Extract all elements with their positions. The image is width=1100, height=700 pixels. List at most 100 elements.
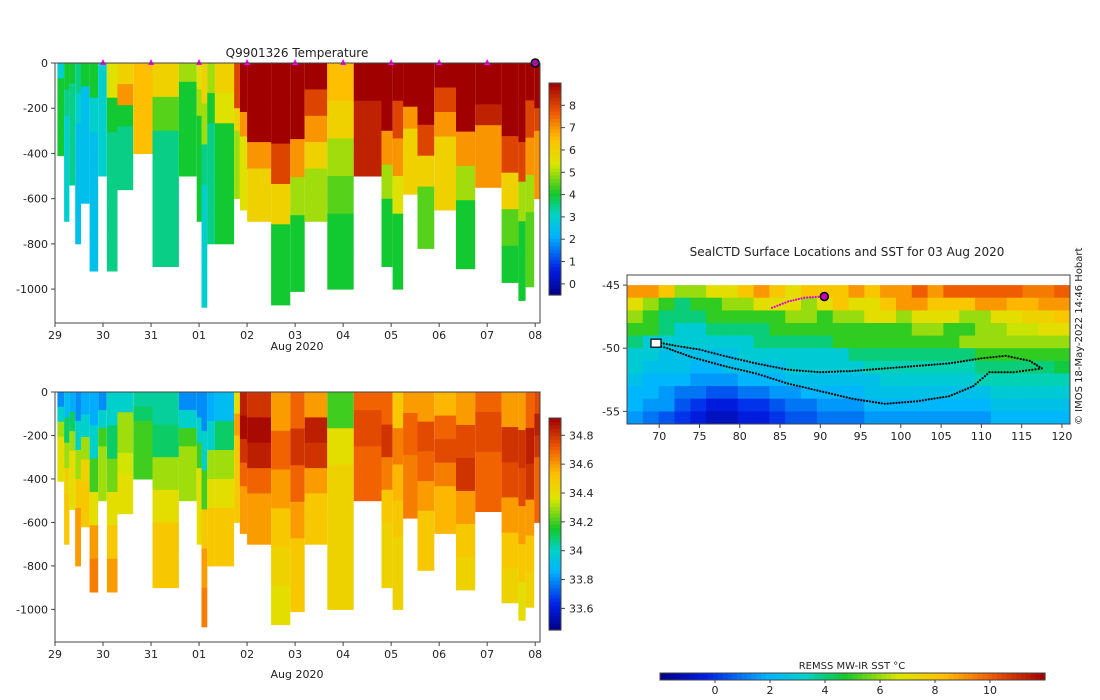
profile-cell [247,89,272,117]
track-point [836,370,840,373]
colorbar-segment [549,128,561,133]
profile-cell [534,457,540,480]
track-point [746,370,749,373]
profile-cell [133,138,153,154]
colorbar-segment [549,453,561,458]
sst-cell [896,398,913,412]
sst-cell [785,310,802,324]
profile-cell [75,421,81,451]
sst-cell [706,348,723,362]
profile-cell [525,463,535,501]
track-point [977,357,980,360]
track-point [698,348,701,351]
colorbar-tick-label: 34.2 [569,516,594,529]
sst-cell [642,323,660,337]
track-point [971,358,974,361]
colorbar-segment [684,673,690,680]
track-point [950,394,954,397]
profile-cell [327,428,354,465]
profile-cell [501,209,519,247]
profile-cell [69,450,76,471]
colorbar-segment [549,245,561,250]
sst-cell [737,360,755,375]
profile-cell [525,499,535,536]
profile-cell [207,479,215,509]
colorbar-segment [549,97,561,102]
sst-cell [642,297,660,311]
sst-cell [785,335,802,349]
profile-cell [75,213,81,245]
profile-cell [75,153,81,184]
sst-cell [848,310,865,324]
sst-cell [769,297,786,311]
profile-cell [304,89,328,117]
sst-cell [816,398,834,412]
colorbar-segment [549,506,561,511]
colorbar-tick-label: 2 [569,233,576,246]
profile-cell [518,63,526,104]
track-point [863,399,866,402]
x-tick-label: 30 [96,648,110,661]
sst-cell [927,411,944,424]
profile-cell [207,507,215,538]
profile-cell [152,392,179,426]
colorbar-tick-label: 33.8 [569,574,594,587]
colorbar-segment [722,673,728,680]
track-point [842,395,845,398]
x-tick-label: 75 [692,430,706,443]
sst-cell [627,323,644,337]
colorbar-segment [549,580,561,585]
profile-cell [381,63,393,98]
profile-cell [518,468,526,507]
profile-cell [392,428,404,465]
sst-cell [801,411,818,424]
sst-cell [959,348,976,362]
profile-cell [580,131,588,154]
sst-cell [816,310,834,324]
sst-cell [832,335,850,349]
profile-cell [381,424,393,458]
profile-cell [239,439,248,464]
colorbar-segment [866,673,873,680]
colorbar-tick-label: 3 [569,211,576,224]
colorbar-segment [549,587,561,592]
track-point [961,389,964,392]
sst-cell [990,335,1008,349]
track-point [839,370,842,373]
sst-cell [753,360,770,375]
colorbar-segment [549,139,561,144]
sst-cell [975,386,992,400]
profile-cell [89,167,99,203]
track-point [682,353,685,356]
track-point [994,371,997,374]
profile-cell [525,571,535,608]
profile-cell [178,428,197,447]
track-point [962,360,965,363]
track-point [734,367,737,370]
colorbar-segment [549,594,561,599]
profile-cell [417,186,435,218]
colorbar-segment [549,86,561,91]
x-tick-label: 05 [384,329,398,342]
track-point [851,397,854,400]
sst-cell [642,411,660,424]
colorbar-segment [549,626,561,631]
sst-map-title: SealCTD Surface Locations and SST for 03… [690,245,1005,259]
colorbar-segment [549,421,561,426]
colorbar-segment [549,569,561,574]
colorbar-segment [996,673,1003,680]
temperature-plot-frame [54,62,541,324]
profile-cell [75,507,81,538]
profile-cell [196,392,202,418]
sst-cell [911,285,929,299]
profile-cell [234,413,240,436]
x-tick-label: 04 [336,329,350,342]
profile-cell [525,100,535,139]
track-point [804,386,807,389]
track-point [719,364,722,367]
x-tick-label: 07 [480,329,494,342]
profile-cell [196,468,202,494]
track-point [728,366,731,369]
profile-cell [403,413,418,435]
colorbar-segment [881,673,887,680]
